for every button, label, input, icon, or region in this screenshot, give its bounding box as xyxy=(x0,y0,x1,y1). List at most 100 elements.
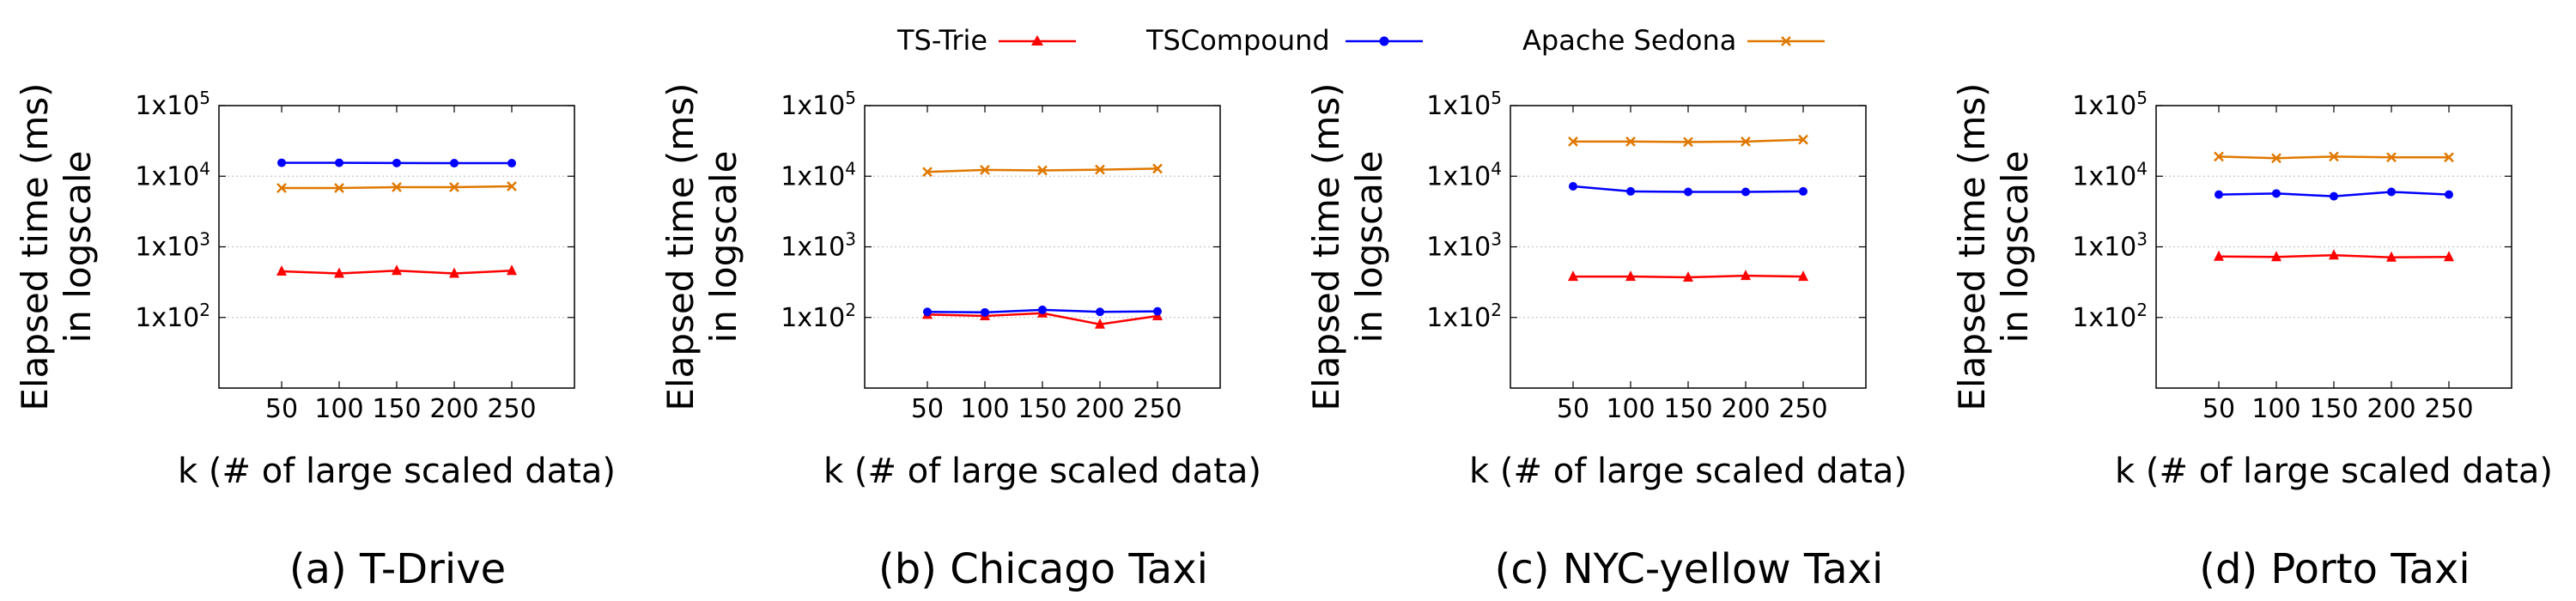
y-axis-label: Elapsed time (ms)in logscale xyxy=(1305,82,1390,410)
data-point xyxy=(1799,186,1807,196)
series-ts-trie xyxy=(1568,270,1808,282)
x-tick-label: 200 xyxy=(2366,394,2415,424)
data-point-stroke xyxy=(1741,136,1751,147)
y-tick-label-base: 1x10 xyxy=(781,233,845,263)
data-point xyxy=(392,158,401,167)
data-point xyxy=(1568,270,1578,282)
data-point xyxy=(1741,136,1751,147)
y-tick-label-base: 1x10 xyxy=(781,91,845,121)
data-point xyxy=(923,307,932,317)
y-tick-label: 1x105 xyxy=(781,88,856,121)
data-point xyxy=(2215,190,2223,199)
y-tick-label-base: 1x10 xyxy=(135,303,199,333)
data-point-stroke xyxy=(2271,153,2281,164)
data-point xyxy=(1625,136,1636,147)
data-point xyxy=(2445,190,2453,199)
series-ts-trie xyxy=(276,264,517,278)
y-axis-label-line: in logscale xyxy=(1994,151,2036,343)
data-point xyxy=(2330,191,2338,201)
y-tick-label-exponent: 4 xyxy=(1491,158,1502,179)
y-axis-label-line: Elapsed time (ms) xyxy=(1305,82,1347,410)
y-tick-label: 1x102 xyxy=(135,300,210,333)
data-point xyxy=(2214,151,2224,162)
x-axis-label: k (# of large scaled data) xyxy=(823,452,1261,491)
data-point xyxy=(507,159,516,168)
y-tick-label-exponent: 3 xyxy=(2136,229,2148,250)
x-tick-label: 200 xyxy=(1721,394,1770,424)
y-tick-label-exponent: 2 xyxy=(2136,300,2148,320)
y-tick-label-exponent: 3 xyxy=(845,229,856,250)
data-point xyxy=(1625,270,1636,282)
y-tick-label-base: 1x10 xyxy=(2072,233,2136,263)
data-point xyxy=(1037,165,1048,176)
data-point xyxy=(1152,163,1163,174)
data-point-stroke xyxy=(2214,151,2224,162)
data-point xyxy=(1569,181,1577,191)
subplot-caption: (b) Chicago Taxi xyxy=(878,545,1208,593)
data-point xyxy=(1741,187,1750,197)
series-tscompound xyxy=(2215,187,2453,201)
data-point-stroke xyxy=(1568,136,1578,147)
series-apache-sedona xyxy=(1568,134,1808,148)
y-tick-label-exponent: 5 xyxy=(1491,88,1502,108)
data-point xyxy=(1684,187,1692,197)
y-tick-label-base: 1x10 xyxy=(1426,303,1491,333)
y-tick-label-base: 1x10 xyxy=(1426,91,1491,121)
data-point-stroke xyxy=(392,182,402,192)
data-point xyxy=(1568,136,1578,147)
x-tick-label: 50 xyxy=(2202,394,2235,424)
data-point xyxy=(507,264,517,276)
y-tick-label-exponent: 4 xyxy=(845,158,856,179)
x-tick-label: 200 xyxy=(429,394,478,424)
y-tick-label: 1x103 xyxy=(781,229,856,263)
data-point-stroke xyxy=(507,181,517,191)
x-tick-label: 50 xyxy=(265,394,298,424)
legend-swatch-x xyxy=(1747,36,1825,46)
y-tick-label-base: 1x10 xyxy=(781,303,845,333)
y-tick-label-exponent: 2 xyxy=(199,300,210,320)
data-point-stroke xyxy=(980,164,990,175)
data-point-stroke xyxy=(334,183,344,193)
y-tick-label: 1x103 xyxy=(2072,229,2148,263)
x-tick-label: 150 xyxy=(2309,394,2358,424)
x-tick-label: 250 xyxy=(487,394,536,424)
data-point xyxy=(2386,251,2397,262)
data-point xyxy=(2329,151,2339,162)
data-point xyxy=(449,267,459,278)
y-tick-label-base: 1x10 xyxy=(1426,161,1491,191)
data-point xyxy=(2214,250,2224,261)
data-point-stroke xyxy=(922,167,933,178)
legend-label: Apache Sedona xyxy=(1522,24,1737,57)
y-tick-label: 1x102 xyxy=(781,300,856,333)
data-point xyxy=(334,267,344,278)
y-tick-label-base: 1x10 xyxy=(2072,303,2136,333)
series-apache-sedona xyxy=(2214,151,2454,164)
data-point xyxy=(981,307,989,317)
data-point xyxy=(1683,137,1693,148)
y-tick-label-base: 1x10 xyxy=(2072,161,2136,191)
x-tick-label: 200 xyxy=(1075,394,1124,424)
data-point xyxy=(1153,307,1162,316)
series-tscompound xyxy=(1569,181,1807,197)
x-tick-label: 100 xyxy=(2251,394,2300,424)
data-point xyxy=(2444,152,2454,163)
x-tick-label: 250 xyxy=(1778,394,1827,424)
data-point-stroke xyxy=(2386,152,2397,163)
data-point xyxy=(1096,307,1104,317)
data-point xyxy=(2272,189,2281,198)
data-point-stroke xyxy=(1095,164,1105,175)
y-tick-label: 1x105 xyxy=(2072,88,2148,121)
x-tick-label: 100 xyxy=(314,394,363,424)
y-axis-label-line: in logscale xyxy=(702,151,744,343)
y-axis-label-line: Elapsed time (ms) xyxy=(659,82,702,410)
data-point-stroke xyxy=(1152,163,1163,174)
y-tick-label-exponent: 5 xyxy=(199,88,210,108)
legend-label: TSCompound xyxy=(1146,24,1330,57)
y-tick-label-base: 1x10 xyxy=(135,91,199,121)
data-point-stroke xyxy=(1798,134,1808,145)
data-point-stroke xyxy=(1037,165,1048,176)
x-tick-label: 100 xyxy=(960,394,1009,424)
